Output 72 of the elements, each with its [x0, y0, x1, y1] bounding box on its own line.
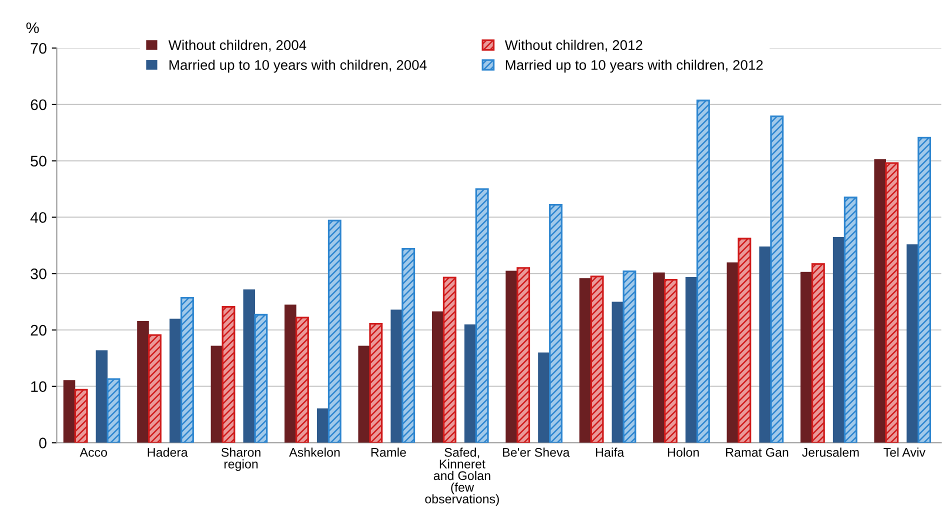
y-tick-label: 40	[30, 212, 46, 223]
bar	[622, 270, 636, 443]
x-tick-label: Holon	[668, 448, 699, 457]
x-tick-label: Safed, Kinneret and Golan (few observations)	[425, 448, 499, 506]
bar	[137, 320, 149, 443]
bar	[549, 204, 563, 443]
y-tick-label: 10	[31, 381, 46, 392]
x-tick-label: Be'er Sheva	[503, 448, 570, 457]
x-tick-label: Ramle	[371, 448, 406, 457]
x-tick-label: Acco	[80, 448, 107, 457]
bar	[180, 297, 194, 443]
bar	[906, 244, 918, 443]
bar	[506, 270, 518, 443]
bar	[284, 304, 296, 443]
bar	[516, 267, 530, 443]
legend-label: Married up to 10 years with children, 2012	[506, 60, 763, 73]
bar	[106, 378, 120, 443]
bar	[74, 388, 88, 443]
bar	[759, 246, 771, 443]
bar	[538, 352, 550, 443]
bar	[369, 322, 383, 443]
bar	[432, 311, 444, 443]
bar	[254, 314, 268, 443]
bar	[874, 159, 886, 443]
bar	[686, 276, 698, 443]
legend-label: Without children, 2004	[168, 40, 306, 52]
bar	[844, 196, 858, 443]
y-tick-label: 60	[30, 99, 46, 110]
y-tick-label: 30	[30, 268, 46, 280]
bar	[770, 115, 784, 443]
x-tick-label: Tel Aviv	[884, 448, 926, 457]
bar	[390, 310, 402, 443]
bar	[811, 263, 825, 443]
bar	[63, 380, 76, 443]
x-tick-label: Haifa	[596, 448, 624, 457]
bar	[653, 272, 665, 443]
bar	[464, 324, 476, 443]
bar	[612, 302, 624, 443]
bar	[664, 278, 678, 443]
legend-label: Without children, 2012	[504, 40, 642, 52]
bar	[358, 346, 370, 443]
x-tick-label: Ramat Gan	[726, 448, 788, 457]
bar	[696, 100, 710, 443]
bar	[442, 276, 456, 443]
bar	[316, 408, 329, 443]
x-tick-label: Hadera	[148, 448, 188, 457]
bar	[738, 238, 752, 443]
y-tick-label: 0	[39, 438, 46, 448]
legend-label: Married up to 10 years with children, 2004	[170, 60, 427, 73]
bar	[96, 350, 108, 443]
x-tick-label: Sharon region	[221, 448, 260, 471]
y-axis-title: %	[26, 22, 39, 34]
y-tick-label: 20	[30, 324, 46, 336]
bar	[918, 136, 932, 443]
x-tick-label: Ashkelon	[289, 448, 340, 457]
y-tick-label: 50	[30, 156, 46, 167]
bar	[832, 236, 845, 443]
bar	[295, 316, 309, 443]
bar	[210, 346, 223, 443]
y-tick-label: 70	[30, 42, 46, 54]
bar	[800, 272, 812, 443]
bar	[243, 289, 256, 443]
bar	[328, 220, 342, 443]
bar	[475, 188, 489, 443]
bar	[885, 162, 899, 443]
bar	[579, 278, 592, 443]
bar	[590, 276, 604, 443]
x-tick-label: Jerusalem	[802, 448, 859, 457]
bar	[402, 248, 416, 443]
bar	[170, 318, 182, 443]
bar	[148, 334, 162, 443]
bar	[222, 306, 236, 443]
